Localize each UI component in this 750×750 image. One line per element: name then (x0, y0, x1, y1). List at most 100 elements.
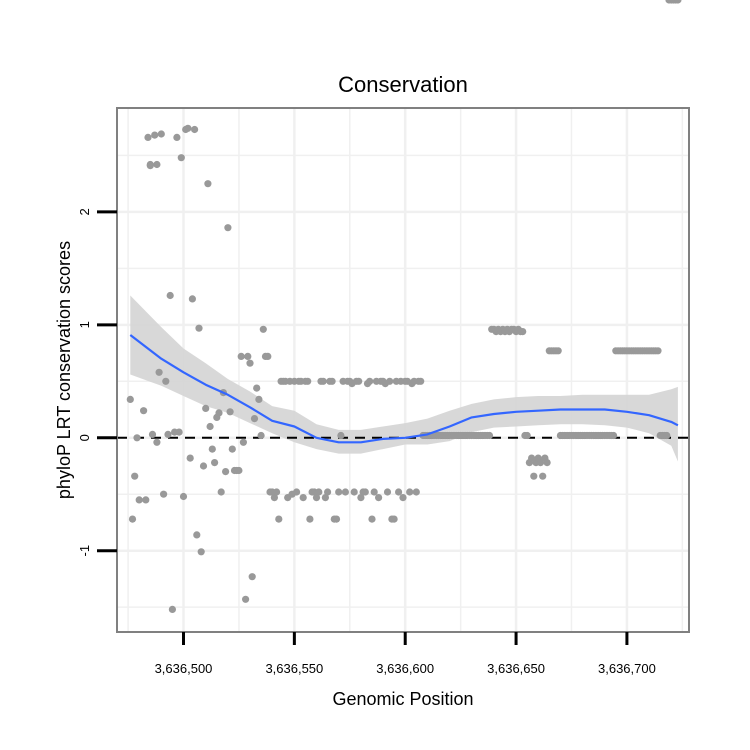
smooth-line-layer (129, 334, 679, 444)
y-axis-label: phyloP LRT conservation scores (54, 241, 74, 499)
x-axis: 3,636,500 3,636,550 3,636,600 3,636,650 3,63… (155, 632, 656, 676)
data-point (663, 431, 671, 440)
data-point (146, 160, 154, 169)
data-point (177, 154, 185, 162)
data-point (399, 494, 407, 502)
data-point (248, 573, 256, 581)
data-point (519, 328, 527, 336)
data-point (293, 488, 301, 496)
data-point (259, 325, 267, 333)
data-point (153, 160, 161, 169)
data-point (131, 472, 139, 480)
data-point (144, 133, 152, 141)
y-tick-label: 1 (77, 321, 92, 328)
data-point (530, 472, 538, 480)
data-point (148, 430, 157, 438)
scatter-points (126, 0, 682, 614)
data-point (133, 434, 141, 442)
data-point (395, 488, 403, 496)
confidence-band (130, 295, 678, 462)
data-point (250, 415, 259, 423)
data-point (155, 368, 163, 376)
y-tick-label: 0 (77, 434, 92, 441)
data-point (160, 490, 168, 498)
data-point (341, 488, 349, 496)
data-point (206, 422, 214, 431)
data-point (610, 431, 618, 440)
data-point (153, 438, 161, 446)
data-point (674, 0, 682, 4)
data-point (157, 130, 165, 138)
data-point (255, 395, 263, 403)
data-point (226, 408, 234, 416)
y-tick-label: 2 (77, 208, 92, 215)
data-point (186, 454, 194, 462)
data-point (270, 494, 278, 502)
data-point (184, 124, 192, 132)
data-point (321, 494, 329, 502)
data-point (412, 488, 420, 496)
data-point (253, 384, 261, 392)
data-point (208, 445, 216, 453)
data-point (335, 488, 343, 496)
data-point (523, 431, 531, 440)
data-point (228, 445, 236, 453)
data-point (319, 377, 327, 385)
data-point (355, 377, 363, 385)
confidence-band-layer (130, 295, 678, 462)
data-point (383, 488, 392, 496)
data-point (528, 454, 536, 462)
data-point (386, 377, 394, 385)
data-point (222, 468, 230, 476)
data-point (244, 352, 252, 360)
data-point (164, 430, 172, 438)
data-point (235, 466, 243, 475)
data-point (188, 295, 196, 303)
data-point (242, 595, 250, 603)
data-point (195, 324, 203, 332)
data-point (197, 548, 205, 556)
data-point (173, 133, 181, 141)
data-point (306, 515, 314, 523)
chart-title: Conservation (338, 72, 468, 97)
x-tick-label: 3,636,600 (376, 661, 434, 676)
data-point (328, 377, 336, 385)
data-point (375, 494, 383, 502)
data-point (191, 125, 199, 134)
data-point (217, 488, 225, 496)
data-point (135, 496, 143, 504)
data-point (539, 472, 547, 480)
data-point (361, 488, 369, 496)
data-point (239, 438, 247, 446)
x-tick-label: 3,636,650 (487, 661, 545, 676)
y-tick-label: -1 (77, 545, 92, 557)
data-point (554, 347, 562, 355)
data-point (315, 488, 323, 496)
data-point (224, 224, 232, 232)
data-point (264, 352, 272, 360)
data-point (417, 377, 425, 385)
data-point (350, 488, 358, 496)
data-point (332, 515, 341, 523)
data-point (199, 462, 208, 470)
x-tick-label: 3,636,700 (598, 661, 656, 676)
data-point (162, 377, 170, 385)
data-point (273, 488, 281, 496)
data-point (366, 377, 374, 385)
data-point (543, 459, 551, 467)
data-point (390, 515, 398, 523)
data-point (237, 352, 245, 360)
data-point (166, 291, 174, 300)
panel-frame (116, 107, 690, 633)
data-point (126, 395, 134, 403)
data-point (193, 531, 201, 539)
data-point (485, 431, 494, 440)
data-point (246, 359, 254, 367)
data-point (202, 404, 210, 412)
data-point (406, 488, 414, 496)
data-point (357, 494, 365, 502)
data-point (275, 515, 283, 523)
data-point (204, 180, 212, 188)
